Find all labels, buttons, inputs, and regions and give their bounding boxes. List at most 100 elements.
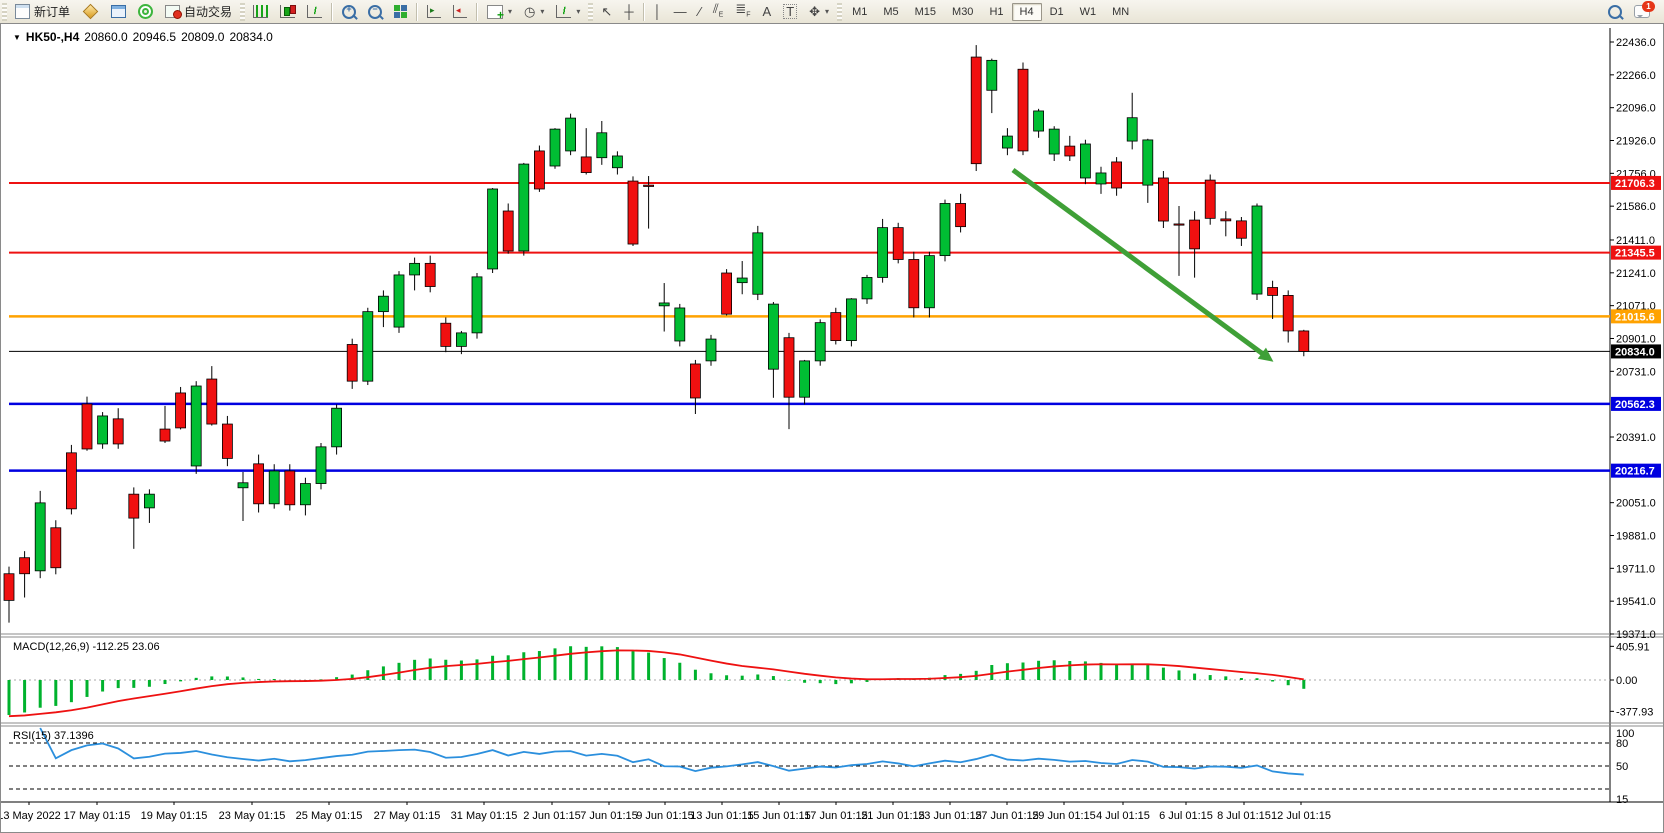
bull-candle <box>658 302 670 307</box>
bear-candle <box>221 423 233 459</box>
bull-candle <box>1142 139 1154 186</box>
channel-button[interactable]: ⫽E <box>707 0 729 23</box>
bear-candle <box>346 344 358 382</box>
price-tag-label: 21015.6 <box>1615 311 1655 323</box>
rsi-tick-label: 80 <box>1616 738 1628 750</box>
bar-chart-button[interactable] <box>247 0 274 23</box>
zoom-in-button[interactable]: + <box>336 0 362 23</box>
toolbar-grip[interactable] <box>837 2 843 21</box>
trendline-icon: ∕ <box>698 4 701 19</box>
bar-chart-icon <box>253 5 269 18</box>
add-indicator-button[interactable]: ▾ <box>481 0 518 23</box>
bear-candle <box>50 527 62 569</box>
rsi-tick-label: 50 <box>1616 761 1628 773</box>
chart-background <box>1 24 1663 832</box>
bull-candle <box>377 295 389 313</box>
timeframe-M1[interactable]: M1 <box>852 5 868 18</box>
date-label: 19 May 01:15 <box>141 810 208 822</box>
fibonacci-button[interactable]: ≣F <box>729 0 756 23</box>
add-indicator-icon <box>487 4 504 22</box>
zoom-out-button[interactable]: − <box>362 0 388 23</box>
price-tag-label: 21345.5 <box>1615 248 1655 260</box>
bear-candle <box>206 378 218 425</box>
timeframe-H1[interactable]: H1 <box>989 5 1004 18</box>
toolbar-grip[interactable] <box>2 2 7 21</box>
timeframe-MN[interactable]: MN <box>1112 5 1130 18</box>
toolbar-grip[interactable] <box>588 2 594 21</box>
timeframe-M5[interactable]: M5 <box>883 5 899 18</box>
auto-scroll-icon <box>427 5 442 18</box>
bear-candle <box>440 322 452 347</box>
macd-tick-label: 405.91 <box>1616 641 1650 653</box>
timeframe-H4[interactable]: H4 <box>1011 2 1042 21</box>
vertical-line-icon: │ <box>653 4 662 19</box>
macd-tick-label: -377.93 <box>1616 706 1653 718</box>
chat-bubble-icon[interactable]: 1 <box>1634 1 1655 18</box>
horizontal-line-button[interactable]: — <box>668 0 693 23</box>
arrows-button[interactable]: ✥ ▾ <box>809 4 830 19</box>
search-icon[interactable] <box>1608 4 1622 19</box>
price-tag <box>1611 463 1661 478</box>
new-order-label: 新订单 <box>34 5 71 19</box>
text-button[interactable]: A <box>757 0 778 23</box>
cursor-button[interactable]: ↖ <box>595 0 618 23</box>
tile-windows-button[interactable] <box>388 0 413 23</box>
bear-candle <box>175 392 187 429</box>
autotrading-button[interactable]: 自动交易 <box>159 0 238 23</box>
bull-candle <box>612 155 623 169</box>
bull-candle <box>986 59 998 91</box>
bull-candle <box>1033 110 1044 132</box>
bear-candle <box>830 312 842 342</box>
signal-button[interactable] <box>132 0 159 23</box>
bear-candle <box>128 493 140 519</box>
date-label: 7 Jun 01:15 <box>580 810 638 822</box>
toolbar-grip[interactable] <box>240 2 246 21</box>
chart-shift-button[interactable] <box>447 0 473 23</box>
candlestick-chart-button[interactable] <box>274 0 301 23</box>
timeframe-D1[interactable]: D1 <box>1049 5 1064 18</box>
new-order-icon <box>15 4 30 19</box>
tile-windows-icon <box>394 5 408 18</box>
bull-candle <box>939 203 951 257</box>
bull-candle <box>518 163 530 252</box>
timeframe-M15[interactable]: M15 <box>914 5 937 18</box>
profiles-button[interactable] <box>76 0 105 23</box>
timeframe-M30[interactable]: M30 <box>952 5 974 18</box>
bull-candle <box>799 360 810 398</box>
bear-candle <box>892 227 904 260</box>
close-value: 20834.0 <box>229 30 273 44</box>
price-tick-label: 20901.0 <box>1616 333 1656 345</box>
bull-candle <box>143 493 155 509</box>
label-button[interactable]: T <box>777 0 803 23</box>
date-label: 23 Jun 01:15 <box>918 810 982 822</box>
date-label: 29 Jun 01:15 <box>1032 810 1096 822</box>
bull-candle <box>924 255 935 309</box>
bear-candle <box>955 203 966 228</box>
periods-button[interactable]: ◷ ▾ <box>524 4 545 19</box>
trendline-button[interactable]: ∕ <box>693 0 707 23</box>
new-window-icon <box>111 5 127 18</box>
auto-scroll-button[interactable] <box>421 0 447 23</box>
down-trend-arrow[interactable] <box>1011 167 1269 360</box>
date-label: 2 Jun 01:15 <box>523 810 581 822</box>
price-tick-label: 21926.0 <box>1616 136 1656 148</box>
fibonacci-icon: ≣F <box>735 0 751 19</box>
timeframe-W1[interactable]: W1 <box>1079 5 1097 18</box>
timeframe-bar: M1 M5 M15 M30 H1 H4 D1 W1 MN <box>844 2 1137 21</box>
bull-candle <box>331 407 343 448</box>
templates-button[interactable]: ▾ <box>550 0 586 23</box>
notification-badge: 1 <box>1642 1 1655 12</box>
price-tick-label: 19881.0 <box>1616 530 1656 542</box>
chart-canvas[interactable]: 22436.022266.022096.021926.021756.021586… <box>1 24 1663 832</box>
new-window-button[interactable] <box>105 0 132 23</box>
price-tick-label: 22266.0 <box>1616 70 1656 82</box>
arrow-head-icon <box>1257 347 1274 362</box>
new-order-button[interactable]: 新订单 <box>9 0 76 23</box>
collapse-indicators-icon[interactable]: ▼ <box>13 33 21 42</box>
crosshair-button[interactable]: ┼ <box>618 0 639 23</box>
period-clock-icon: ◷ <box>524 4 536 19</box>
vertical-line-button[interactable]: │ <box>648 0 668 23</box>
horizontal-line-icon: — <box>673 4 687 19</box>
rsi-tick-label: 15 <box>1616 794 1628 806</box>
line-chart-button[interactable] <box>301 0 328 23</box>
